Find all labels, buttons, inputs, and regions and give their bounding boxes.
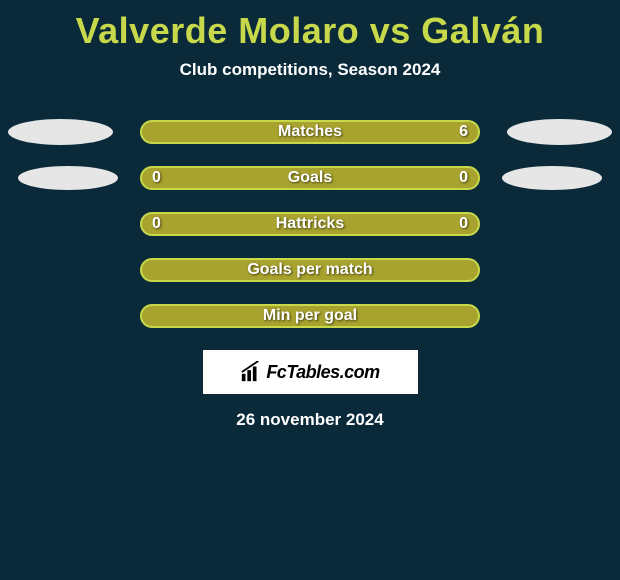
- stat-row-goals-per-match: Goals per match: [0, 258, 620, 282]
- stat-label: Hattricks: [276, 215, 344, 233]
- stat-bar: Min per goal: [140, 304, 480, 328]
- subtitle: Club competitions, Season 2024: [0, 60, 620, 80]
- stat-label: Matches: [278, 123, 342, 141]
- stat-bar: 0 Goals 0: [140, 166, 480, 190]
- stat-bar: Goals per match: [140, 258, 480, 282]
- logo-text: FcTables.com: [266, 362, 379, 383]
- comparison-rows: Matches 6 0 Goals 0 0 Hattricks 0 Goals …: [0, 120, 620, 328]
- stat-row-matches: Matches 6: [0, 120, 620, 144]
- stat-row-min-per-goal: Min per goal: [0, 304, 620, 328]
- stat-label: Goals per match: [247, 261, 372, 279]
- stat-right-value: 0: [459, 169, 468, 187]
- ellipse-right: [502, 166, 602, 190]
- stat-label: Min per goal: [263, 307, 357, 325]
- stat-left-value: 0: [152, 169, 161, 187]
- ellipse-right: [507, 119, 612, 145]
- stat-bar: 0 Hattricks 0: [140, 212, 480, 236]
- stat-row-hattricks: 0 Hattricks 0: [0, 212, 620, 236]
- bar-chart-icon: [240, 361, 262, 383]
- ellipse-left: [18, 166, 118, 190]
- page-title: Valverde Molaro vs Galván: [0, 0, 620, 52]
- stat-right-value: 0: [459, 215, 468, 233]
- ellipse-left: [8, 119, 113, 145]
- stat-row-goals: 0 Goals 0: [0, 166, 620, 190]
- stat-right-value: 6: [459, 123, 468, 141]
- stat-bar: Matches 6: [140, 120, 480, 144]
- logo-box: FcTables.com: [203, 350, 418, 394]
- date-label: 26 november 2024: [0, 410, 620, 430]
- stat-left-value: 0: [152, 215, 161, 233]
- stat-label: Goals: [288, 169, 332, 187]
